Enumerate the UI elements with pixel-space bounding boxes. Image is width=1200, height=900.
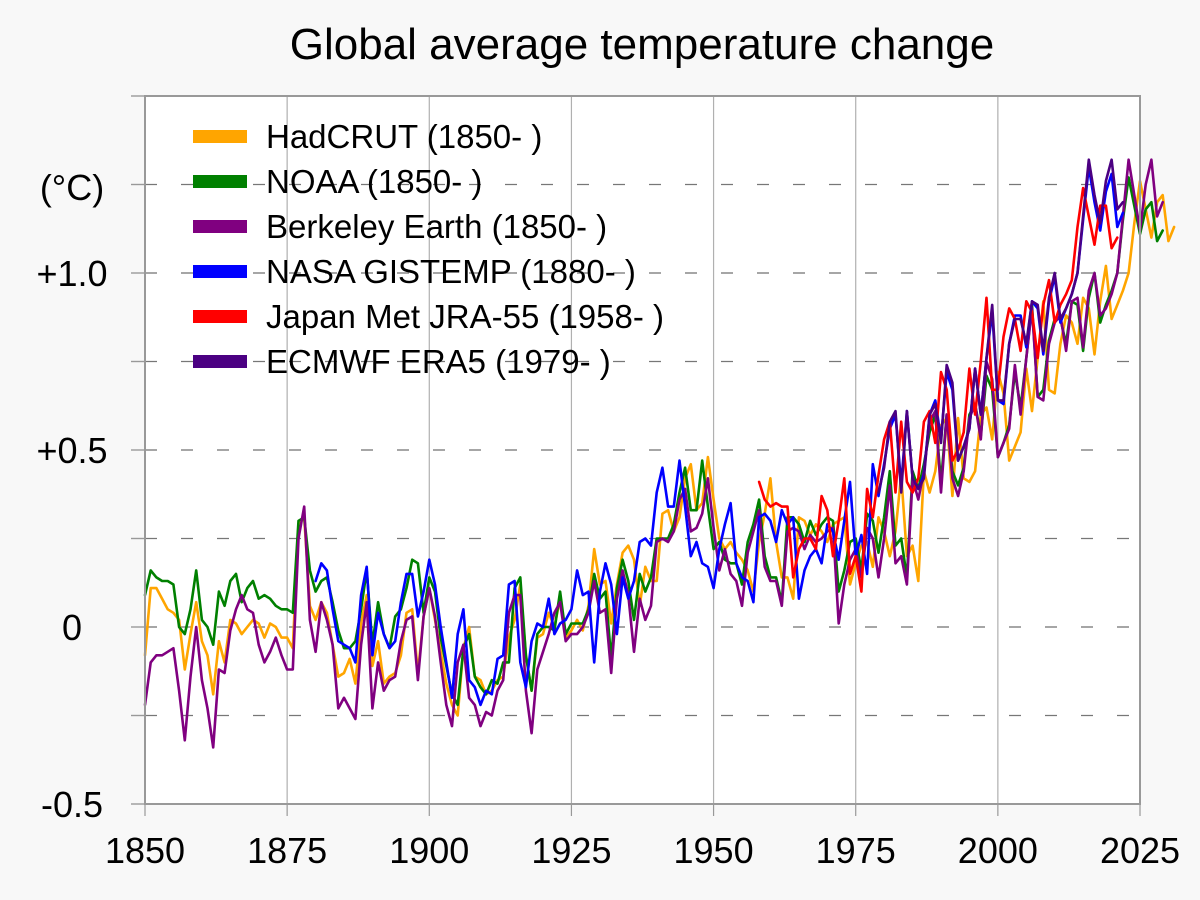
- legend-swatch: [193, 310, 247, 323]
- y-axis-unit-label: (°C): [40, 167, 104, 208]
- y-tick-label: +0.5: [36, 430, 107, 471]
- x-tick-label: 1850: [105, 830, 185, 871]
- x-tick-label: 1950: [674, 830, 754, 871]
- series-line-hadcrut: [143, 179, 1176, 717]
- legend-label: Japan Met JRA-55 (1958- ): [266, 298, 664, 335]
- legend-swatch: [193, 265, 247, 278]
- y-tick-labels: -0.5 0 +0.5 +1.0: [36, 253, 107, 825]
- legend-item-japan-met-jra-55: Japan Met JRA-55 (1958- ): [193, 298, 664, 335]
- legend-item-nasa-gistemp: NASA GISTEMP (1880- ): [193, 253, 636, 290]
- legend-label: HadCRUT (1850- ): [266, 118, 542, 155]
- plot-frame: [144, 95, 1141, 805]
- legend-item-berkeley-earth: Berkeley Earth (1850- ): [193, 208, 607, 245]
- y-tick-label: 0: [62, 607, 82, 648]
- legend-label: NOAA (1850- ): [266, 163, 482, 200]
- series-lines: [143, 158, 1176, 749]
- legend-swatch: [193, 175, 247, 188]
- x-tick-label: 1975: [816, 830, 896, 871]
- legend-item-hadcrut: HadCRUT (1850- ): [193, 118, 542, 155]
- legend-swatch: [193, 220, 247, 233]
- legend-swatch: [193, 130, 247, 143]
- series-line-ecmwf-era5: [877, 158, 1125, 494]
- series-line-berkeley-earth: [143, 158, 1164, 749]
- legend-item-ecmwf-era5: ECMWF ERA5 (1979- ): [193, 343, 611, 380]
- y-tick-label: +1.0: [36, 253, 107, 294]
- x-tick-label: 1900: [389, 830, 469, 871]
- x-tick-label: 1875: [247, 830, 327, 871]
- y-tick-label: -0.5: [41, 784, 103, 825]
- legend-label: Berkeley Earth (1850- ): [266, 208, 607, 245]
- legend-item-noaa: NOAA (1850- ): [193, 163, 482, 200]
- legend-label: NASA GISTEMP (1880- ): [266, 253, 636, 290]
- legend: HadCRUT (1850- ) NOAA (1850- ) Berkeley Ea…: [193, 118, 664, 380]
- x-tick-label: 2000: [958, 830, 1038, 871]
- x-tick-labels: 1850 1875 1900 1925 1950 1975 2000 2025: [105, 830, 1180, 871]
- x-tick-label: 2025: [1100, 830, 1180, 871]
- legend-swatch: [193, 355, 247, 368]
- x-tick-label: 1925: [531, 830, 611, 871]
- chart-title: Global average temperature change: [290, 20, 994, 69]
- series-line-japan-met-jra-55: [757, 186, 1119, 593]
- legend-label: ECMWF ERA5 (1979- ): [266, 343, 611, 380]
